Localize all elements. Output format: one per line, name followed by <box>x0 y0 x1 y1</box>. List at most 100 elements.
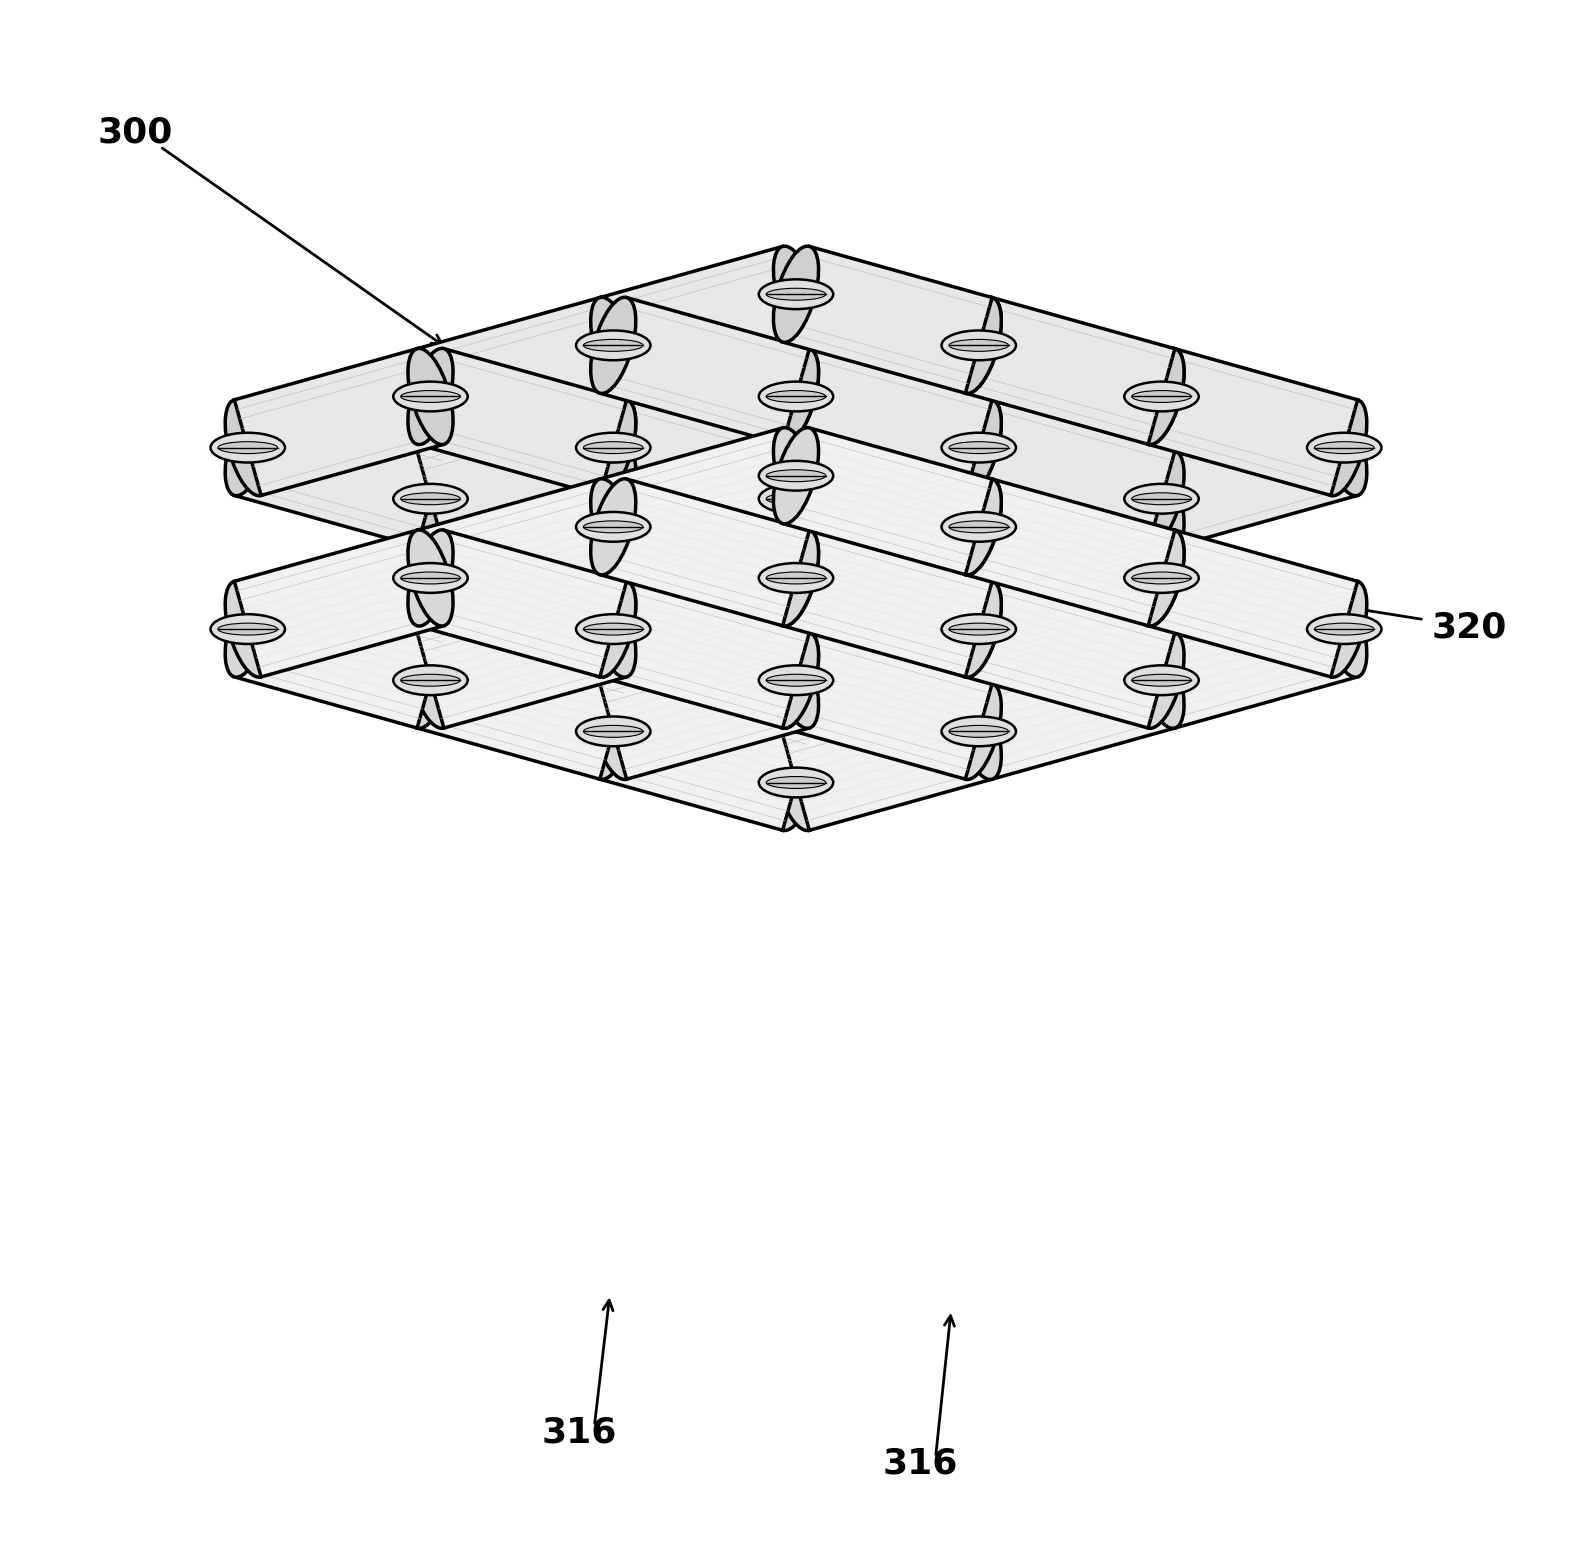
Ellipse shape <box>1321 399 1368 496</box>
Ellipse shape <box>1132 573 1191 584</box>
Ellipse shape <box>1124 563 1199 593</box>
Polygon shape <box>965 581 1175 728</box>
Ellipse shape <box>401 675 460 685</box>
Ellipse shape <box>1321 399 1368 496</box>
Ellipse shape <box>774 632 818 728</box>
Ellipse shape <box>941 330 1016 360</box>
Polygon shape <box>600 502 809 649</box>
Ellipse shape <box>774 531 818 626</box>
Ellipse shape <box>774 349 818 444</box>
Ellipse shape <box>941 717 1016 747</box>
Ellipse shape <box>224 581 271 678</box>
Polygon shape <box>234 581 444 728</box>
Ellipse shape <box>766 675 826 685</box>
Polygon shape <box>783 581 992 728</box>
Ellipse shape <box>774 531 818 626</box>
Ellipse shape <box>766 573 826 584</box>
Ellipse shape <box>1138 632 1184 728</box>
Ellipse shape <box>1307 613 1382 643</box>
Ellipse shape <box>957 581 1001 678</box>
Text: 320: 320 <box>1431 610 1508 645</box>
Polygon shape <box>965 399 1175 546</box>
Polygon shape <box>965 297 1175 444</box>
Ellipse shape <box>408 632 454 728</box>
Ellipse shape <box>774 349 818 444</box>
Ellipse shape <box>957 581 1001 678</box>
Ellipse shape <box>218 441 277 454</box>
Ellipse shape <box>1321 581 1368 678</box>
Ellipse shape <box>583 726 643 737</box>
Polygon shape <box>783 427 992 574</box>
Ellipse shape <box>774 531 818 626</box>
Polygon shape <box>965 632 1175 779</box>
Polygon shape <box>417 297 627 444</box>
Polygon shape <box>783 297 992 444</box>
Polygon shape <box>234 399 444 546</box>
Text: 316: 316 <box>882 1446 958 1480</box>
Ellipse shape <box>408 451 454 546</box>
Ellipse shape <box>576 330 651 360</box>
Ellipse shape <box>774 734 818 831</box>
Ellipse shape <box>766 493 826 505</box>
Polygon shape <box>600 451 809 598</box>
Ellipse shape <box>408 349 454 444</box>
Polygon shape <box>965 349 1175 496</box>
Ellipse shape <box>774 427 818 524</box>
Ellipse shape <box>957 581 1001 678</box>
Ellipse shape <box>759 587 833 617</box>
Ellipse shape <box>591 581 635 678</box>
Polygon shape <box>783 502 992 649</box>
Ellipse shape <box>957 502 1001 598</box>
Polygon shape <box>965 451 1175 598</box>
Ellipse shape <box>591 684 635 779</box>
Ellipse shape <box>401 391 460 402</box>
Polygon shape <box>600 632 809 779</box>
Ellipse shape <box>759 382 833 412</box>
Polygon shape <box>783 399 992 546</box>
Ellipse shape <box>583 340 643 351</box>
Ellipse shape <box>408 349 454 444</box>
Ellipse shape <box>1138 451 1184 546</box>
Polygon shape <box>783 684 992 831</box>
Ellipse shape <box>210 613 285 643</box>
Ellipse shape <box>941 434 1016 463</box>
Ellipse shape <box>576 434 651 463</box>
Polygon shape <box>600 531 809 678</box>
Ellipse shape <box>1138 451 1184 546</box>
Ellipse shape <box>949 441 1009 454</box>
Ellipse shape <box>1138 349 1184 444</box>
Ellipse shape <box>957 399 1001 496</box>
Ellipse shape <box>1321 581 1368 678</box>
Ellipse shape <box>957 479 1001 574</box>
Polygon shape <box>417 479 627 626</box>
Ellipse shape <box>766 470 826 482</box>
Ellipse shape <box>1132 391 1191 402</box>
Ellipse shape <box>957 479 1001 574</box>
Polygon shape <box>1148 581 1358 728</box>
Polygon shape <box>783 479 992 626</box>
Ellipse shape <box>1138 349 1184 444</box>
Ellipse shape <box>957 581 1001 678</box>
Ellipse shape <box>949 340 1009 351</box>
Ellipse shape <box>774 632 818 728</box>
Ellipse shape <box>766 288 826 300</box>
Ellipse shape <box>1138 632 1184 728</box>
Ellipse shape <box>591 297 635 393</box>
Polygon shape <box>234 531 444 678</box>
Ellipse shape <box>583 441 643 454</box>
Ellipse shape <box>408 531 454 626</box>
Ellipse shape <box>774 552 818 649</box>
Ellipse shape <box>957 399 1001 496</box>
Ellipse shape <box>1124 484 1199 513</box>
Ellipse shape <box>759 484 833 513</box>
Ellipse shape <box>949 623 1009 635</box>
Ellipse shape <box>591 502 635 598</box>
Ellipse shape <box>774 632 818 728</box>
Polygon shape <box>1148 531 1358 678</box>
Ellipse shape <box>774 632 818 728</box>
Ellipse shape <box>591 479 635 574</box>
Ellipse shape <box>591 479 635 574</box>
Ellipse shape <box>591 502 635 598</box>
Ellipse shape <box>591 502 635 598</box>
Ellipse shape <box>1124 382 1199 412</box>
